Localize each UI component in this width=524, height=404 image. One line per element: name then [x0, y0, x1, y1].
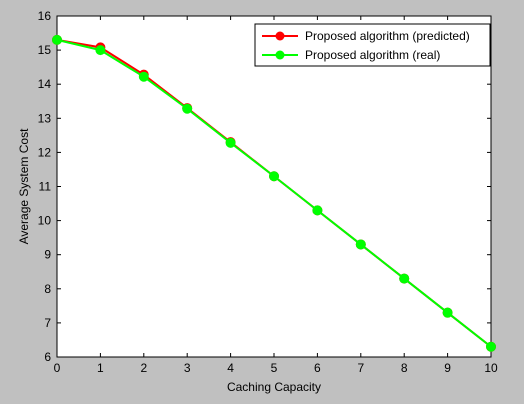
- y-tick-label: 13: [38, 111, 52, 125]
- legend-label-predicted: Proposed algorithm (predicted): [305, 29, 470, 43]
- plot-area: [56, 15, 492, 358]
- data-point: [269, 171, 279, 182]
- data-point: [138, 71, 149, 82]
- series-real: [52, 34, 496, 352]
- y-tick-label: 11: [39, 180, 52, 194]
- legend: Proposed algorithm (predicted) Proposed …: [254, 23, 491, 67]
- x-tick-label: 8: [401, 361, 408, 375]
- data-point: [182, 103, 193, 114]
- y-tick-label: 15: [38, 43, 52, 57]
- legend-marker-predicted: [275, 31, 285, 41]
- data-point: [486, 341, 496, 352]
- x-tick-label: 1: [97, 361, 104, 375]
- data-point: [52, 34, 62, 45]
- y-tick-label: 9: [44, 248, 51, 262]
- x-tick-label: 6: [314, 361, 321, 375]
- x-tick-label: 5: [271, 361, 278, 375]
- y-axis: 6 7 8 9 10 11 12 13 14 15 16: [38, 9, 491, 364]
- data-point: [355, 239, 366, 250]
- x-tick-label: 4: [227, 361, 234, 375]
- series-layer: [52, 34, 496, 352]
- x-tick-label: 9: [444, 361, 451, 375]
- data-point: [225, 137, 236, 148]
- x-axis-label: Caching Capacity: [227, 380, 321, 394]
- x-tick-label: 0: [54, 361, 61, 375]
- y-tick-label: 6: [44, 350, 51, 364]
- data-point: [399, 273, 410, 284]
- y-tick-label: 14: [38, 77, 52, 91]
- y-axis-label: Average System Cost: [17, 128, 31, 244]
- x-axis: 0 1 2 3 4 5 6 7 8 9 10: [54, 16, 498, 375]
- data-point: [312, 205, 323, 216]
- y-tick-label: 12: [38, 145, 52, 159]
- data-point: [95, 45, 106, 56]
- legend-marker-real: [275, 50, 285, 60]
- x-tick-label: 7: [357, 361, 364, 375]
- y-tick-label: 8: [44, 282, 51, 296]
- legend-label-real: Proposed algorithm (real): [305, 48, 440, 62]
- y-tick-label: 16: [38, 9, 52, 23]
- legend-box: [254, 23, 491, 67]
- x-tick-label: 2: [140, 361, 147, 375]
- x-tick-label: 10: [484, 361, 498, 375]
- x-tick-label: 3: [184, 361, 191, 375]
- y-tick-label: 10: [38, 214, 52, 228]
- y-tick-label: 7: [44, 316, 51, 330]
- data-point: [442, 307, 453, 318]
